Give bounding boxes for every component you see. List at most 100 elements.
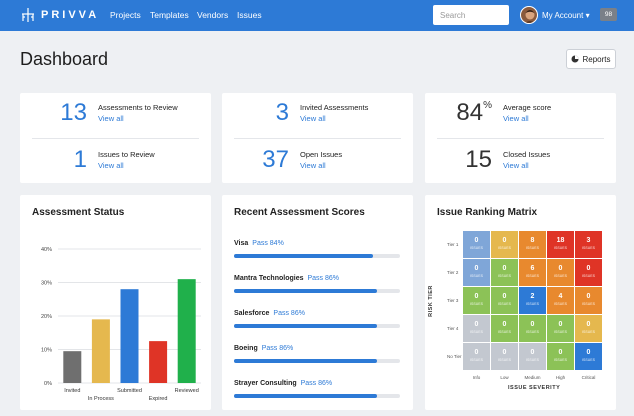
- matrix-cell[interactable]: 0 ISSUES: [519, 315, 546, 342]
- matrix-cell[interactable]: 0 ISSUES: [575, 343, 602, 370]
- issue-count: 6: [530, 265, 535, 272]
- matrix-cell[interactable]: 0 ISSUES: [519, 343, 546, 370]
- matrix-cell[interactable]: 0 ISSUES: [491, 287, 518, 314]
- stats-card-score: 84% Average score View all 15 Closed Iss…: [425, 93, 616, 183]
- score-row[interactable]: Visa Pass 84%: [234, 232, 400, 258]
- matrix-cell[interactable]: 0 ISSUES: [463, 231, 490, 258]
- matrix-cell[interactable]: 0 ISSUES: [463, 315, 490, 342]
- matrix-cell[interactable]: 0 ISSUES: [575, 287, 602, 314]
- matrix-cell[interactable]: 0 ISSUES: [491, 259, 518, 286]
- view-all-link[interactable]: View all: [300, 114, 326, 123]
- score-progress-fill: [234, 289, 377, 293]
- matrix-cell[interactable]: 0 ISSUES: [547, 315, 574, 342]
- page-title: Dashboard: [20, 49, 109, 69]
- nav-link-projects[interactable]: Projects: [110, 10, 141, 20]
- view-all-link[interactable]: View all: [300, 161, 326, 170]
- score-heading: Boeing Pass 86%: [234, 337, 400, 355]
- user-avatar[interactable]: [520, 6, 538, 24]
- matrix-cell[interactable]: 0 ISSUES: [463, 259, 490, 286]
- search-input[interactable]: Search: [433, 5, 509, 25]
- matrix-cell[interactable]: 0 ISSUES: [547, 343, 574, 370]
- stat-value: 37: [262, 146, 289, 173]
- severity-label: Critical: [581, 375, 596, 380]
- issues-caption: ISSUES: [526, 246, 539, 250]
- bar-expired[interactable]: [149, 341, 168, 383]
- card-title: Assessment Status: [32, 207, 125, 218]
- y-tick-label: 0%: [44, 381, 52, 387]
- stat-value: 1: [73, 146, 87, 173]
- matrix-cell[interactable]: 0 ISSUES: [575, 315, 602, 342]
- matrix-cell[interactable]: 0 ISSUES: [491, 231, 518, 258]
- bar-in-process[interactable]: [91, 319, 110, 383]
- matrix-cell[interactable]: 6 ISSUES: [519, 259, 546, 286]
- matrix-cell[interactable]: 0 ISSUES: [547, 259, 574, 286]
- nav-link-issues[interactable]: Issues: [237, 10, 262, 20]
- bar-reviewed[interactable]: [177, 279, 196, 383]
- score-row[interactable]: Salesforce Pass 86%: [234, 302, 400, 328]
- issues-caption: ISSUES: [554, 358, 567, 362]
- issues-caption: ISSUES: [498, 330, 511, 334]
- y-tick-label: 20%: [41, 314, 52, 320]
- bar-submitted[interactable]: [120, 289, 139, 383]
- risk-tier-label: Tier 2: [447, 270, 459, 275]
- view-all-link[interactable]: View all: [98, 161, 124, 170]
- notification-badge[interactable]: 98: [600, 8, 617, 21]
- pass-score: Pass 86%: [307, 275, 340, 282]
- my-account-menu[interactable]: My Account ▾: [542, 11, 590, 20]
- x-tick-label: Expired: [149, 396, 168, 402]
- severity-label: High: [555, 375, 566, 380]
- score-heading: Salesforce Pass 86%: [234, 302, 400, 320]
- recent-scores-card: Recent Assessment Scores Visa Pass 84% Man…: [222, 195, 413, 410]
- issues-caption: ISSUES: [470, 302, 483, 306]
- matrix-cell[interactable]: 2 ISSUES: [519, 287, 546, 314]
- percent-sign: %: [483, 100, 492, 111]
- score-row[interactable]: Boeing Pass 86%: [234, 337, 400, 363]
- vendor-name: Mantra Technologies: [234, 275, 304, 282]
- stat-open-issues: 37 Open Issues View all: [222, 148, 342, 172]
- view-all-link[interactable]: View all: [98, 114, 124, 123]
- reports-button[interactable]: Reports: [566, 49, 616, 69]
- matrix-cell[interactable]: 0 ISSUES: [575, 259, 602, 286]
- nav-link-vendors[interactable]: Vendors: [197, 10, 229, 20]
- matrix-cell[interactable]: 3 ISSUES: [575, 231, 602, 258]
- avatar-face-icon: [525, 10, 535, 23]
- x-tick-label: Invited: [64, 388, 80, 394]
- issues-caption: ISSUES: [554, 330, 567, 334]
- matrix-cell[interactable]: 0 ISSUES: [463, 287, 490, 314]
- score-heading: Mantra Technologies Pass 86%: [234, 267, 400, 285]
- matrix-cell[interactable]: 4 ISSUES: [547, 287, 574, 314]
- score-progress-track: [234, 289, 400, 293]
- issues-caption: ISSUES: [498, 358, 511, 362]
- matrix-cell[interactable]: 8 ISSUES: [519, 231, 546, 258]
- view-all-link[interactable]: View all: [503, 161, 529, 170]
- score-row[interactable]: Mantra Technologies Pass 86%: [234, 267, 400, 293]
- matrix-cell[interactable]: 0 ISSUES: [491, 343, 518, 370]
- nav-link-templates[interactable]: Templates: [150, 10, 189, 20]
- stat-label: Assessments to Review: [98, 103, 178, 112]
- issues-caption: ISSUES: [582, 246, 595, 250]
- issues-caption: ISSUES: [582, 358, 595, 362]
- score-progress-track: [234, 359, 400, 363]
- assessment-status-card: Assessment Status 0% 10% 20% 30% 40% Invited I…: [20, 195, 211, 410]
- privva-logo-icon: [22, 8, 34, 22]
- brand-logo[interactable]: PRIVVA: [20, 6, 99, 24]
- y-tick-label: 40%: [41, 247, 52, 253]
- matrix-cell[interactable]: 0 ISSUES: [491, 315, 518, 342]
- stat-divider: [32, 138, 199, 139]
- matrix-cell[interactable]: 18 ISSUES: [547, 231, 574, 258]
- stat-issues-to-review: 1 Issues to Review View all: [20, 148, 155, 172]
- issues-caption: ISSUES: [526, 274, 539, 278]
- score-row[interactable]: Strayer Consulting Pass 86%: [234, 372, 400, 398]
- risk-tier-label: Tier 4: [447, 326, 459, 331]
- view-all-link[interactable]: View all: [503, 114, 529, 123]
- stats-card-assessments: 13 Assessments to Review View all 1 Issu…: [20, 93, 211, 183]
- issues-caption: ISSUES: [582, 302, 595, 306]
- issues-caption: ISSUES: [470, 246, 483, 250]
- issue-count: 0: [558, 321, 563, 328]
- score-progress-track: [234, 254, 400, 258]
- pass-score: Pass 84%: [252, 240, 284, 247]
- issue-count: 0: [586, 349, 591, 356]
- matrix-cell[interactable]: 0 ISSUES: [463, 343, 490, 370]
- bar-invited[interactable]: [63, 351, 82, 383]
- issues-caption: ISSUES: [554, 302, 567, 306]
